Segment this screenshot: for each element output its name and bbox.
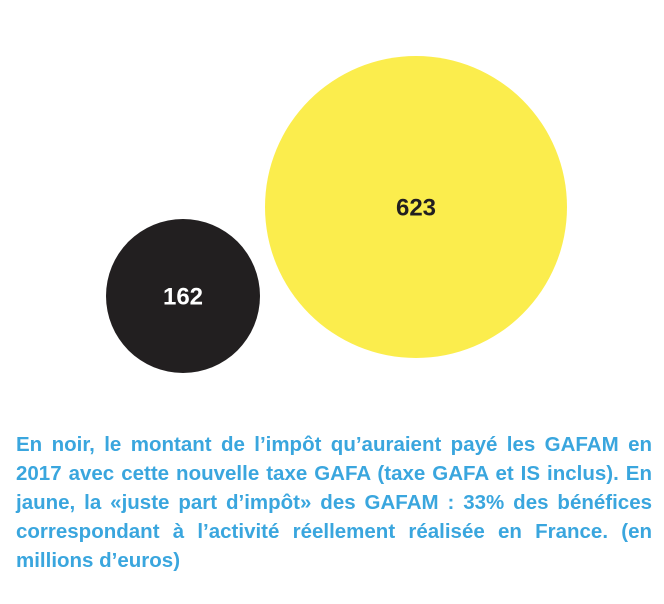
bubble-black: 162: [106, 219, 260, 373]
bubble-black-circle: [106, 219, 260, 373]
bubble-yellow: 623: [265, 56, 567, 358]
bubble-yellow-value-label: 623: [396, 195, 436, 222]
bubble-yellow-circle: [265, 56, 567, 358]
chart-caption: En noir, le montant de l’impôt qu’auraie…: [16, 433, 652, 572]
bubble-black-value-label: 162: [163, 284, 203, 311]
bubble-chart: 162 623: [106, 56, 567, 373]
